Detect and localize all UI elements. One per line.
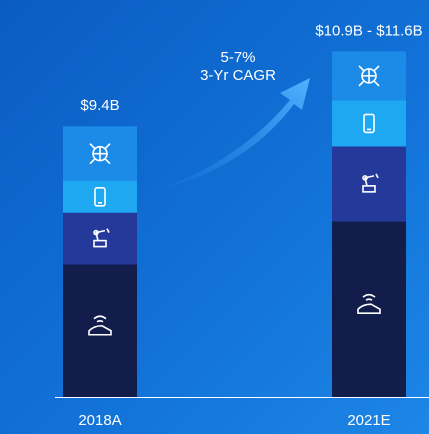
total-label: $9.4B	[80, 97, 119, 114]
icon	[93, 239, 107, 248]
icon	[364, 173, 379, 187]
bar-segment	[63, 212, 137, 265]
segment-icon	[358, 65, 380, 87]
icon	[89, 143, 111, 165]
segment-icon	[362, 173, 379, 193]
icon	[94, 187, 106, 207]
bar-segment	[332, 221, 406, 397]
x-tick-label: 2018A	[78, 412, 121, 429]
segment-icon	[357, 293, 381, 314]
bar-segment	[63, 264, 137, 397]
icon	[95, 228, 110, 241]
icon	[362, 293, 376, 301]
bar-segment	[332, 146, 406, 222]
icon	[93, 315, 107, 323]
icon	[88, 324, 112, 336]
total-label: $10.9B - $11.6B	[315, 22, 422, 39]
icon	[362, 185, 376, 193]
icon	[93, 229, 99, 236]
segment-icon	[88, 315, 112, 336]
icon	[362, 175, 368, 181]
annotation: 5-7%	[220, 49, 255, 66]
segment-icon	[363, 113, 375, 134]
icon	[357, 303, 381, 314]
bar-segment	[63, 181, 137, 213]
growth-arrow	[158, 78, 310, 190]
icon	[363, 113, 375, 134]
bar-segment	[332, 100, 406, 147]
icon	[358, 65, 380, 87]
segment-icon	[89, 143, 111, 165]
annotation: 3-Yr CAGR	[200, 67, 276, 84]
x-tick-label: 2021E	[347, 412, 390, 429]
segment-icon	[93, 228, 110, 248]
segment-icon	[94, 187, 106, 207]
